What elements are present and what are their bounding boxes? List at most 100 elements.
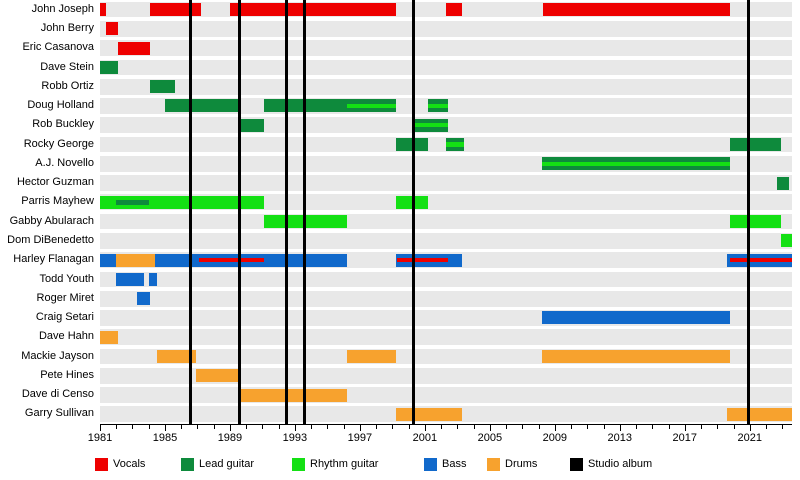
member-label: Todd Youth	[39, 272, 94, 285]
member-label: John Berry	[40, 21, 94, 34]
minor-tick	[717, 425, 719, 429]
timeline-bar-lead	[100, 60, 118, 74]
legend-swatch-album	[570, 458, 583, 471]
timeline-bar-vocals	[446, 3, 463, 17]
x-axis-tick-label: 1989	[217, 432, 243, 444]
legend-swatch-bass	[424, 458, 437, 471]
studio-album-line	[189, 0, 193, 424]
timeline-bar-drums	[116, 253, 156, 267]
member-label: Harley Flanagan	[13, 253, 94, 266]
timeline-bar-drums	[100, 330, 118, 344]
x-axis-tick-label: 1993	[282, 432, 308, 444]
member-label: Parris Mayhew	[21, 195, 94, 208]
minor-tick	[587, 425, 589, 429]
timeline-bar-vocals	[100, 3, 107, 17]
minor-tick	[343, 425, 345, 429]
major-tick	[619, 425, 621, 431]
major-tick	[489, 425, 491, 431]
legend-item-bass: Bass	[424, 458, 544, 471]
row-band	[100, 78, 792, 95]
major-tick	[359, 425, 361, 431]
role-stripe-rhythm	[446, 142, 464, 147]
timeline-bar-vocals	[117, 41, 151, 55]
x-axis-tick-label: 1985	[152, 432, 178, 444]
minor-tick	[262, 425, 264, 429]
timeline-bar-bass	[148, 272, 157, 286]
legend-label: Studio album	[588, 458, 653, 470]
legend-label: Bass	[442, 458, 467, 470]
major-tick	[100, 425, 101, 431]
minor-tick	[522, 425, 524, 429]
member-label: Pete Hines	[40, 368, 94, 381]
minor-tick	[278, 425, 280, 429]
legend-swatch-lead	[181, 458, 194, 471]
timeline-bar-bass	[155, 253, 347, 267]
timeline-bar-drums	[156, 350, 196, 363]
studio-album-line	[285, 0, 289, 424]
minor-tick	[782, 425, 784, 429]
member-label: Roger Miret	[36, 291, 94, 304]
timeline-bar-drums	[395, 407, 463, 421]
minor-tick	[392, 425, 394, 429]
timeline-bar-bass	[541, 311, 731, 325]
minor-tick	[701, 425, 703, 429]
member-label: Eric Casanova	[22, 41, 94, 54]
legend-label: Vocals	[113, 458, 146, 470]
member-label: Dave Hahn	[38, 330, 94, 343]
minor-tick	[132, 425, 134, 429]
member-label: Dave Stein	[40, 60, 94, 73]
timeline-bar-rhythm	[395, 195, 429, 209]
timeline-bar-drums	[239, 388, 347, 402]
minor-tick	[636, 425, 638, 429]
row-band	[100, 367, 792, 384]
legend-swatch-rhythm	[292, 458, 305, 471]
row-band	[100, 213, 792, 230]
x-axis-tick-label: 2001	[412, 432, 438, 444]
legend-item-lead: Lead guitar	[181, 458, 301, 471]
minor-tick	[652, 425, 654, 429]
role-stripe-rhythm	[541, 161, 731, 166]
x-axis-tick-label: 1997	[347, 432, 373, 444]
timeline-bar-rhythm	[100, 195, 265, 209]
member-label: Mackie Jayson	[21, 349, 94, 362]
legend-item-rhythm: Rhythm guitar	[292, 458, 412, 471]
timeline-bar-lead	[777, 176, 789, 190]
minor-tick	[538, 425, 540, 429]
timeline-bar-lead	[164, 99, 240, 113]
studio-album-line	[238, 0, 242, 424]
timeline-bar-lead	[428, 99, 448, 113]
row-band	[100, 194, 792, 211]
timeline-bar-vocals	[106, 22, 118, 36]
member-label: Hector Guzman	[16, 176, 94, 189]
member-label: Garry Sullivan	[24, 407, 94, 420]
studio-album-line	[746, 0, 750, 424]
member-label: Doug Holland	[27, 99, 94, 112]
timeline-bar-lead	[541, 157, 731, 171]
row-band	[100, 59, 792, 76]
timeline-bar-lead	[239, 118, 265, 132]
member-label: Rocky George	[23, 137, 94, 150]
member-label: Rob Buckley	[32, 118, 94, 131]
timeline-bar-bass	[100, 253, 117, 267]
minor-tick	[766, 425, 767, 429]
role-stripe-vocals	[730, 257, 792, 263]
minor-tick	[148, 425, 150, 429]
row-band	[100, 232, 792, 249]
x-axis-tick-label: 1981	[87, 432, 113, 444]
role-stripe-rhythm	[413, 123, 448, 128]
timeline-bar-vocals	[229, 3, 396, 17]
x-axis-tick-label: 2021	[737, 432, 762, 444]
minor-tick	[473, 425, 475, 429]
row-band	[100, 175, 792, 191]
x-axis-tick-label: 2013	[607, 432, 633, 444]
major-tick	[164, 425, 166, 431]
timeline-bar-rhythm	[730, 215, 781, 229]
studio-album-line	[303, 0, 307, 424]
legend-item-album: Studio album	[570, 458, 690, 471]
role-stripe-vocals	[199, 257, 265, 263]
x-axis-tick-label: 2017	[672, 432, 698, 444]
timeline-bar-bass	[137, 292, 151, 306]
legend-label: Rhythm guitar	[310, 458, 379, 470]
timeline-bar-vocals	[543, 3, 731, 17]
